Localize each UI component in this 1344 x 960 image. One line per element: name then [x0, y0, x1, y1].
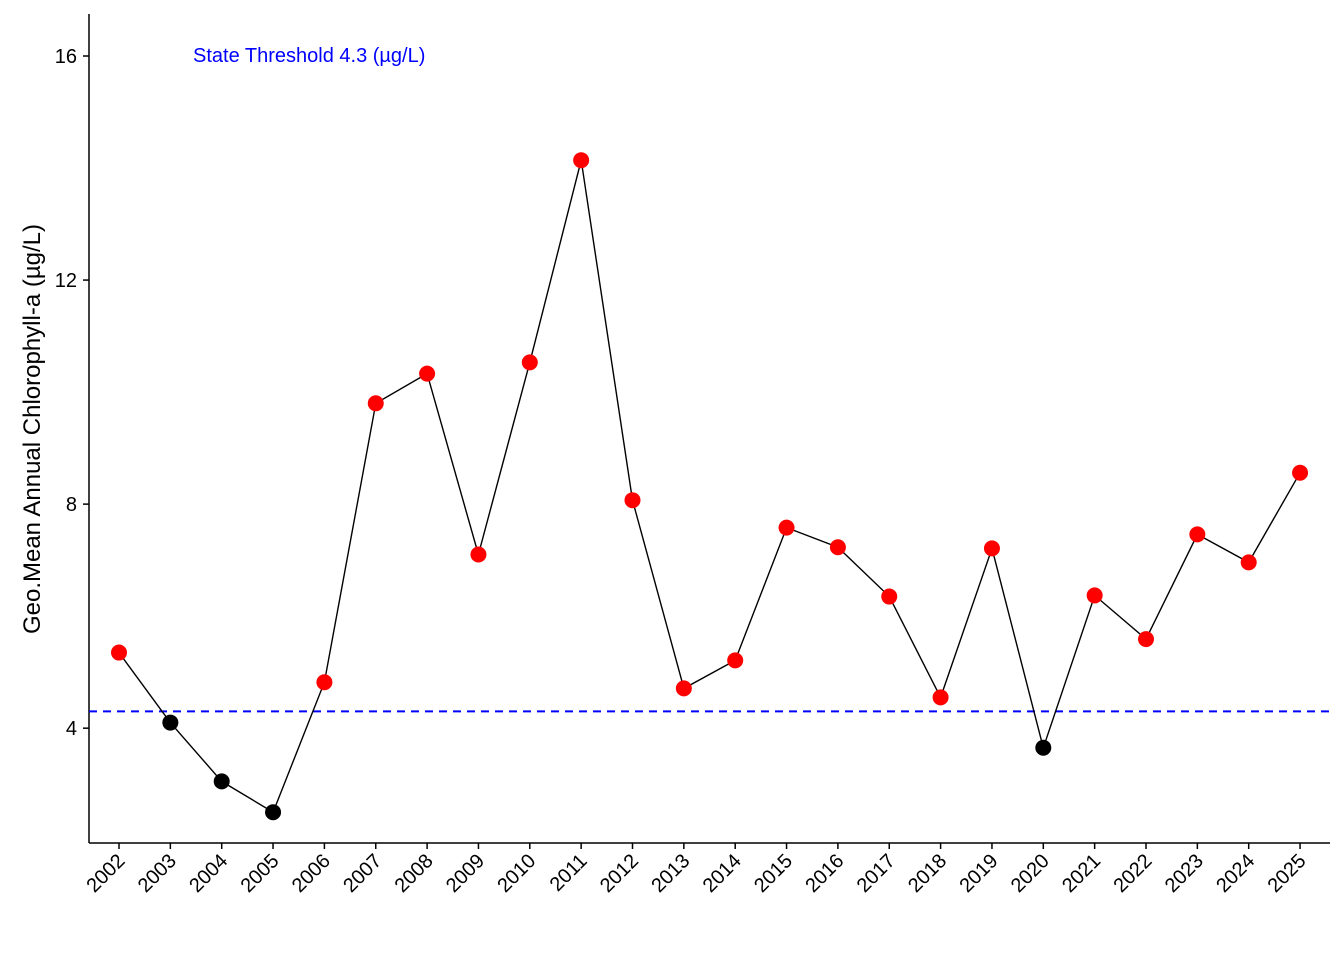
data-point-2024	[1240, 554, 1257, 571]
axes	[88, 14, 1330, 844]
x-tick-label: 2015	[750, 850, 797, 897]
threshold-layer: State Threshold 4.3 (µg/L)	[89, 45, 1330, 713]
x-tick-label: 2004	[185, 850, 232, 897]
x-axis-ticks: 2002 2003 2004 2005 2006 2007 2008 2009 2010 2011…	[83, 843, 1311, 897]
x-tick-label: 2002	[83, 850, 130, 897]
x-tick-label: 2009	[442, 850, 489, 897]
y-tick-label: 12	[55, 270, 77, 292]
data-points	[111, 152, 1309, 821]
data-point-2023	[1189, 526, 1206, 543]
x-tick-label: 2021	[1058, 850, 1105, 897]
y-axis-ticks: 4 8 12 16	[55, 46, 89, 740]
x-tick-label: 2006	[288, 850, 335, 897]
data-point-2013	[675, 680, 692, 697]
x-tick-label: 2016	[801, 850, 848, 897]
data-point-2015	[778, 519, 795, 536]
series-line	[118, 160, 1301, 814]
data-point-2005	[265, 804, 282, 821]
data-point-2014	[727, 652, 744, 669]
x-tick-label: 2017	[853, 850, 900, 897]
data-point-2002	[111, 644, 127, 661]
y-tick-label: 8	[66, 494, 77, 516]
x-tick-label: 2014	[699, 850, 746, 897]
x-tick-label: 2003	[134, 850, 181, 897]
x-tick-label: 2007	[339, 850, 386, 897]
x-tick-label: 2024	[1212, 850, 1259, 897]
x-tick-label: 2005	[237, 850, 284, 897]
data-point-2016	[829, 539, 846, 556]
x-tick-label: 2011	[546, 850, 592, 896]
x-tick-label: 2018	[904, 850, 951, 897]
x-tick-label: 2022	[1110, 850, 1157, 897]
data-point-2004	[213, 773, 230, 790]
x-tick-label: 2008	[391, 850, 438, 897]
y-axis-title: Geo.Mean Annual Chlorophyll-a (µg/L)	[19, 224, 46, 634]
y-tick-label: 4	[66, 718, 77, 740]
data-series	[111, 152, 1309, 821]
x-tick-label: 2025	[1264, 850, 1311, 897]
data-point-2006	[316, 674, 333, 691]
x-tick-label: 2012	[596, 850, 643, 897]
data-point-2022	[1138, 631, 1154, 648]
data-point-2007	[367, 395, 384, 412]
x-tick-label: 2010	[493, 850, 540, 897]
data-point-2003	[162, 714, 179, 731]
data-point-2009	[470, 546, 487, 563]
data-point-2008	[419, 365, 436, 382]
data-point-2018	[932, 689, 949, 706]
x-tick-label: 2020	[1007, 850, 1054, 897]
data-point-2021	[1086, 587, 1103, 604]
x-tick-label: 2019	[955, 850, 1002, 897]
x-tick-label: 2023	[1161, 850, 1208, 897]
x-tick-label: 2013	[647, 850, 694, 897]
y-tick-label: 16	[55, 46, 77, 68]
data-point-2011	[573, 152, 590, 169]
data-point-2020	[1035, 739, 1052, 756]
data-point-2019	[983, 540, 1000, 557]
threshold-label: State Threshold 4.3 (µg/L)	[193, 45, 425, 67]
data-point-2025	[1292, 464, 1309, 481]
data-point-2010	[521, 354, 538, 371]
data-point-2012	[624, 492, 641, 509]
data-point-2017	[881, 588, 898, 605]
